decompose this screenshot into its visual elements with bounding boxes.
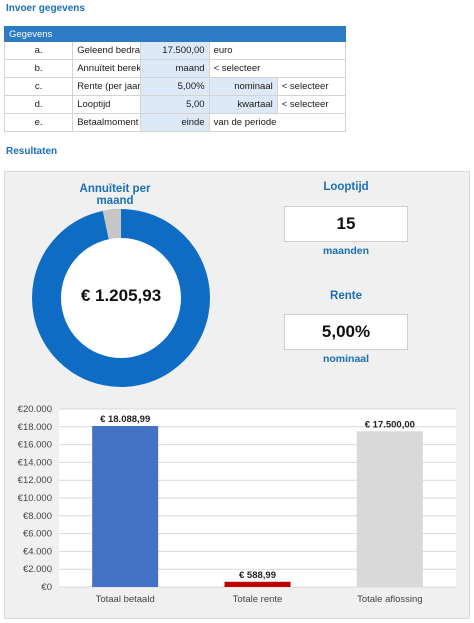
input-table-header: Gegevens (4, 26, 346, 42)
rate-title: Rente (330, 290, 362, 302)
x-category-label: Totale aflossing (357, 594, 422, 605)
row-label: Rente (per jaar) (72, 77, 142, 96)
row-hint: < selecteer (208, 59, 347, 78)
rate-input-cell[interactable]: 5,00% (140, 77, 210, 96)
annuity-donut-chart (32, 209, 210, 387)
table-row: a. Geleend bedrag 17.500,00 euro (3, 41, 347, 60)
row-label: Looptijd (72, 95, 142, 114)
y-tick-label: €6.000 (23, 529, 52, 540)
results-section-title: Resultaten (6, 146, 58, 157)
bar-data-label: € 18.088,99 (100, 414, 150, 425)
row-hint: < selecteer (276, 95, 347, 114)
table-row: e. Betaalmoment (selecteren) einde van d… (3, 113, 347, 132)
annuity-value: € 1.205,93 (80, 286, 162, 305)
donut-hole (61, 238, 181, 358)
bar-data-label: € 588,99 (239, 570, 276, 581)
row-letter: d. (3, 95, 74, 114)
y-tick-label: €2.000 (23, 564, 52, 575)
term-title: Looptijd (323, 181, 369, 193)
y-tick-label: €14.000 (18, 457, 52, 468)
row-letter: a. (3, 41, 74, 60)
term-input-cell[interactable]: 5,00 (140, 95, 210, 114)
row-letter: c. (3, 77, 74, 96)
y-tick-label: €4.000 (23, 546, 52, 557)
y-tick-label: €0 (41, 582, 52, 593)
bar (92, 426, 159, 587)
table-row: d. Looptijd 5,00 kwartaal < selecteer (3, 95, 347, 114)
row-letter: b. (3, 59, 74, 78)
bar (224, 581, 291, 587)
rate-type-select-cell[interactable]: nominaal (208, 77, 278, 96)
annuity-title: Annuïteit per maand (79, 183, 151, 207)
table-row: b. Annuïteit berekenen per maand < selec… (3, 59, 347, 78)
y-tick-label: €16.000 (18, 440, 52, 451)
y-tick-label: €18.000 (18, 422, 52, 433)
row-hint: < selecteer (276, 77, 347, 96)
table-row: c. Rente (per jaar) 5,00% nominaal < sel… (3, 77, 347, 96)
term-value-box: 15 (284, 206, 408, 242)
row-label: Geleend bedrag (72, 41, 142, 60)
term-unit-select-cell[interactable]: kwartaal (208, 95, 278, 114)
rate-unit: nominaal (322, 353, 370, 365)
input-section-title: Invoer gegevens (6, 3, 85, 14)
input-table: Gegevens a. Geleend bedrag 17.500,00 eur… (3, 26, 347, 132)
rate-value-box: 5,00% (284, 314, 408, 350)
row-label: Annuïteit berekenen per (72, 59, 142, 78)
x-category-label: Totaal betaald (96, 594, 155, 605)
y-tick-label: €20.000 (18, 404, 52, 415)
payment-moment-select-cell[interactable]: einde (140, 113, 210, 132)
input-table-header-label: Gegevens (4, 26, 346, 42)
y-tick-label: €10.000 (18, 493, 52, 504)
totals-bar-chart: €0 €2.000 €4.000 €6.000 €8.000 €10.000 €12.000… (18, 404, 456, 605)
bar (356, 431, 423, 587)
y-tick-label: €8.000 (23, 511, 52, 522)
term-unit: maanden (322, 245, 370, 257)
row-unit: euro (208, 41, 347, 60)
x-category-label: Totale rente (233, 594, 283, 605)
row-letter: e. (3, 113, 74, 132)
bar-data-label: € 17.500,00 (365, 419, 415, 430)
y-tick-label: €12.000 (18, 475, 52, 486)
amount-input-cell[interactable]: 17.500,00 (140, 41, 210, 60)
period-select-cell[interactable]: maand (140, 59, 210, 78)
row-label: Betaalmoment (selecteren) (72, 113, 142, 132)
row-unit: van de periode (208, 113, 347, 132)
